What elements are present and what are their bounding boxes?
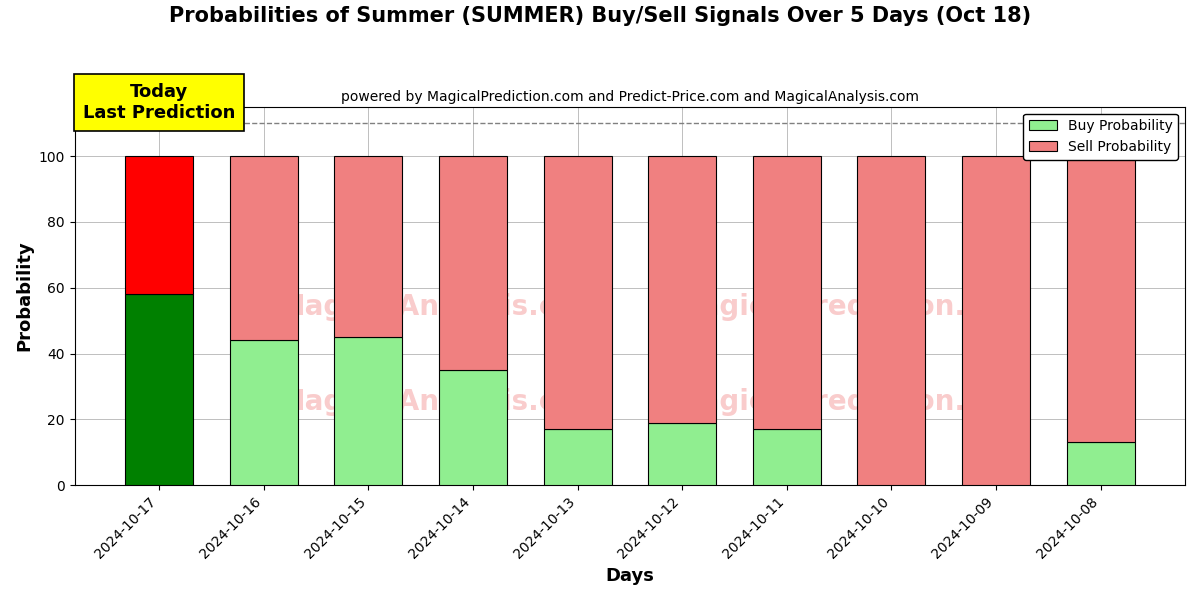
Bar (962, 156, 1030, 485)
Text: MagicalPrediction.com: MagicalPrediction.com (673, 293, 1030, 321)
Bar (439, 156, 506, 370)
Bar (857, 156, 925, 485)
Bar (229, 340, 298, 485)
Title: powered by MagicalPrediction.com and Predict-Price.com and MagicalAnalysis.com: powered by MagicalPrediction.com and Pre… (341, 90, 919, 104)
Bar (125, 156, 193, 294)
Text: MagicalAnalysis.com: MagicalAnalysis.com (278, 388, 604, 416)
Legend: Buy Probability, Sell Probability: Buy Probability, Sell Probability (1024, 113, 1178, 160)
Bar (335, 337, 402, 485)
Bar (752, 156, 821, 429)
Bar (1067, 442, 1134, 485)
Bar (439, 370, 506, 485)
Y-axis label: Probability: Probability (16, 241, 34, 352)
Bar (335, 156, 402, 337)
Bar (648, 156, 716, 422)
Text: Probabilities of Summer (SUMMER) Buy/Sell Signals Over 5 Days (Oct 18): Probabilities of Summer (SUMMER) Buy/Sel… (169, 6, 1031, 26)
Text: MagicalPrediction.com: MagicalPrediction.com (673, 388, 1030, 416)
Bar (752, 429, 821, 485)
Bar (648, 422, 716, 485)
Bar (125, 294, 193, 485)
Text: Today
Last Prediction: Today Last Prediction (83, 83, 235, 122)
Bar (1067, 156, 1134, 442)
Text: MagicalAnalysis.com: MagicalAnalysis.com (278, 293, 604, 321)
X-axis label: Days: Days (605, 567, 654, 585)
Bar (544, 156, 612, 429)
Bar (544, 429, 612, 485)
Bar (229, 156, 298, 340)
